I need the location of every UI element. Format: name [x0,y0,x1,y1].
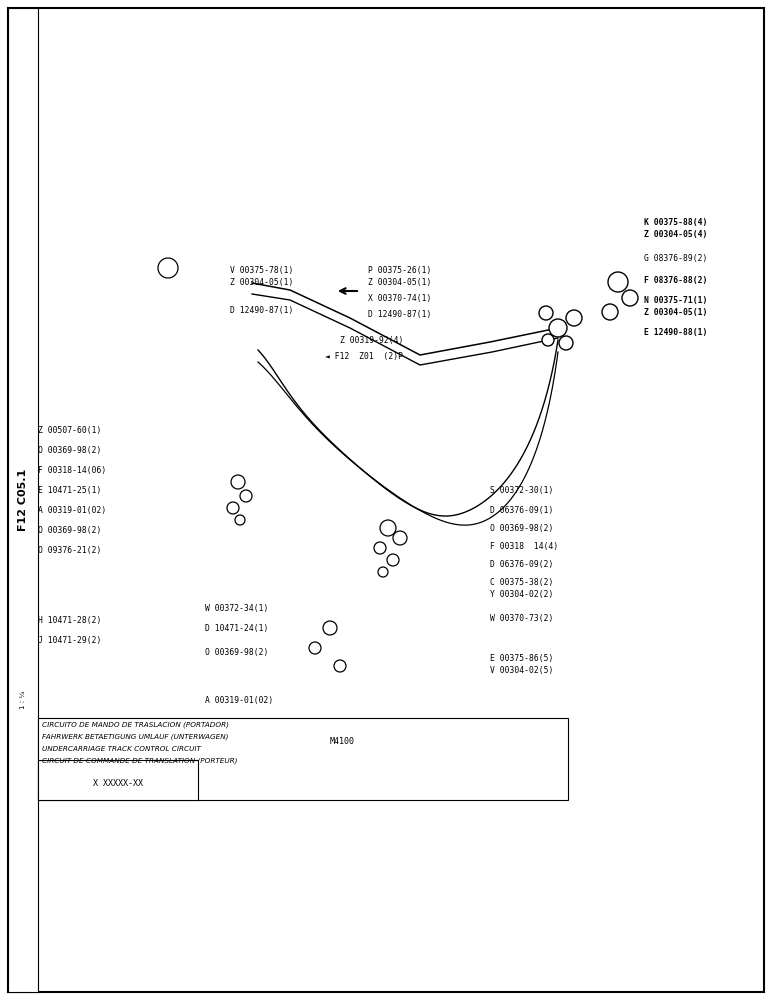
Text: 1 : ¼: 1 : ¼ [20,691,26,709]
Text: Z 00304-05(4): Z 00304-05(4) [644,230,707,238]
Bar [38,760,198,800]
Text: W 00370-73(2): W 00370-73(2) [490,613,554,622]
Text: J 10471-29(2): J 10471-29(2) [38,636,101,645]
Text: S 00372-30(1): S 00372-30(1) [490,486,554,494]
Text: E 12490-88(1): E 12490-88(1) [644,328,707,336]
Circle shape [235,515,245,525]
Text: Z 00319-92(4): Z 00319-92(4) [340,336,404,344]
Circle shape [231,475,245,489]
Circle shape [622,290,638,306]
Circle shape [602,304,618,320]
Text: F 00318  14(4): F 00318 14(4) [490,542,558,550]
Text: D 06376-09(2): D 06376-09(2) [490,560,554,568]
Text: D 12490-87(1): D 12490-87(1) [368,310,432,318]
Text: ◄ F12  Z01  (2)P: ◄ F12 Z01 (2)P [325,352,403,360]
Text: D 10471-24(1): D 10471-24(1) [205,624,269,633]
Circle shape [539,306,553,320]
Circle shape [387,554,399,566]
Text: X 00370-74(1): X 00370-74(1) [368,294,432,302]
Text: Z 00304-05(1): Z 00304-05(1) [230,277,293,286]
Text: F 08376-88(2): F 08376-88(2) [644,275,707,284]
Text: E 00375-86(5): E 00375-86(5) [490,654,554,662]
Text: UNDERCARRIAGE TRACK CONTROL CIRCUIT: UNDERCARRIAGE TRACK CONTROL CIRCUIT [42,746,201,752]
Text: E 10471-25(1): E 10471-25(1) [38,486,101,494]
Circle shape [380,520,396,536]
Circle shape [334,660,346,672]
Text: CIRCUIT DE COMMANDE DE TRANSLATION (PORTEUR): CIRCUIT DE COMMANDE DE TRANSLATION (PORT… [42,758,238,764]
Circle shape [566,310,582,326]
Text: F 00318-14(06): F 00318-14(06) [38,466,107,475]
Text: M4100: M4100 [330,738,355,746]
Circle shape [323,621,337,635]
Text: P 00375-26(1): P 00375-26(1) [368,265,432,274]
Bar [38,718,568,800]
Text: A 00319-01(02): A 00319-01(02) [205,696,273,704]
Text: CIRCUITO DE MANDO DE TRASLACION (PORTADOR): CIRCUITO DE MANDO DE TRASLACION (PORTADO… [42,722,229,728]
Circle shape [227,502,239,514]
Text: O 09376-21(2): O 09376-21(2) [38,546,101,554]
Text: FAHRWERK BETAETIGUNG UMLAUF (UNTERWAGEN): FAHRWERK BETAETIGUNG UMLAUF (UNTERWAGEN) [42,734,229,740]
Text: X XXXXX-XX: X XXXXX-XX [93,780,143,788]
Text: D 12490-87(1): D 12490-87(1) [230,306,293,314]
Text: C 00375-38(2): C 00375-38(2) [490,578,554,586]
Text: Y 00304-02(2): Y 00304-02(2) [490,589,554,598]
Text: O 00369-98(2): O 00369-98(2) [205,648,269,656]
Text: D 06376-09(1): D 06376-09(1) [490,506,554,514]
Text: N 00375-71(1): N 00375-71(1) [644,296,707,304]
Circle shape [374,542,386,554]
Text: O 00369-98(2): O 00369-98(2) [38,526,101,534]
Circle shape [608,272,628,292]
Circle shape [393,531,407,545]
Text: V 00304-02(5): V 00304-02(5) [490,666,554,674]
Bar [8,8,38,992]
Text: O 00369-98(2): O 00369-98(2) [38,446,101,454]
Text: W 00372-34(1): W 00372-34(1) [205,603,269,612]
Text: Z 00507-60(1): Z 00507-60(1) [38,426,101,434]
Text: K 00375-88(4): K 00375-88(4) [644,218,707,227]
Text: Z 00304-05(1): Z 00304-05(1) [368,277,432,286]
Circle shape [378,567,388,577]
Text: Z 00304-05(1): Z 00304-05(1) [644,308,707,316]
Circle shape [542,334,554,346]
Text: F12 C05.1: F12 C05.1 [18,469,28,531]
Circle shape [158,258,178,278]
Text: G 08376-89(2): G 08376-89(2) [644,253,707,262]
Text: A 00319-01(02): A 00319-01(02) [38,506,107,514]
Text: V 00375-78(1): V 00375-78(1) [230,265,293,274]
Text: H 10471-28(2): H 10471-28(2) [38,615,101,624]
Circle shape [309,642,321,654]
Circle shape [240,490,252,502]
Text: O 00369-98(2): O 00369-98(2) [490,524,554,532]
Circle shape [549,319,567,337]
Circle shape [559,336,573,350]
